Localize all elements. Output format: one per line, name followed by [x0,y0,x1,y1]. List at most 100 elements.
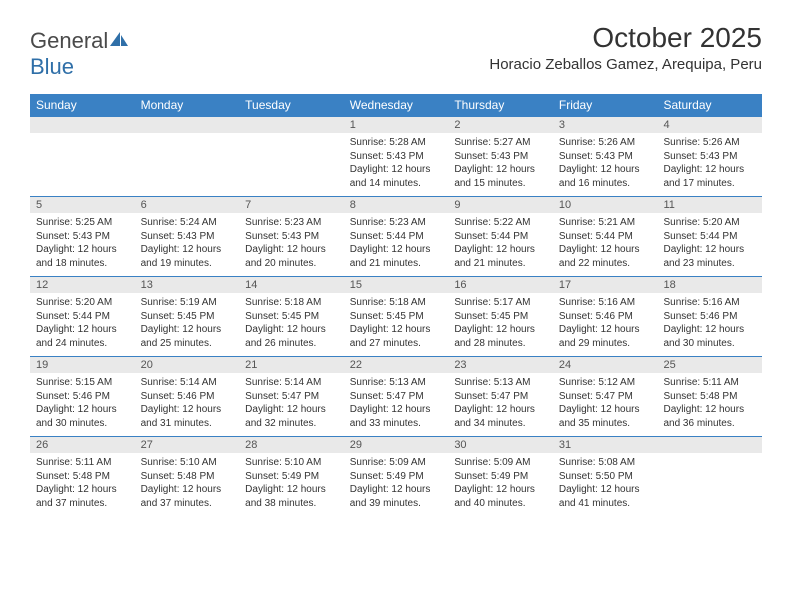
day-content: Sunrise: 5:26 AMSunset: 5:43 PMDaylight:… [657,133,762,196]
daynum-row: 262728293031 [30,436,762,453]
day-content: Sunrise: 5:09 AMSunset: 5:49 PMDaylight:… [344,453,449,516]
day-line: Daylight: 12 hours [350,483,443,497]
day-line: Sunrise: 5:16 AM [559,296,652,310]
weekday-header-row: Sunday Monday Tuesday Wednesday Thursday… [30,94,762,116]
day-number: 21 [239,357,344,373]
day-content: Sunrise: 5:23 AMSunset: 5:44 PMDaylight:… [344,213,449,276]
day-number: 25 [657,357,762,373]
day-line: Sunset: 5:44 PM [36,310,129,324]
day-line: Sunset: 5:44 PM [454,230,547,244]
day-line: Sunrise: 5:27 AM [454,136,547,150]
day-line: Sunrise: 5:24 AM [141,216,234,230]
day-line: and 32 minutes. [245,417,338,431]
weekday-header: Monday [135,94,240,116]
day-line: and 40 minutes. [454,497,547,511]
day-line: Daylight: 12 hours [559,403,652,417]
day-content: Sunrise: 5:11 AMSunset: 5:48 PMDaylight:… [657,373,762,436]
day-line: and 31 minutes. [141,417,234,431]
day-content: Sunrise: 5:18 AMSunset: 5:45 PMDaylight:… [344,293,449,356]
daynum-row: 19202122232425 [30,356,762,373]
day-line: Sunset: 5:43 PM [141,230,234,244]
day-line: Daylight: 12 hours [141,243,234,257]
day-line: and 30 minutes. [663,337,756,351]
day-line: Sunrise: 5:26 AM [663,136,756,150]
daynum-row: 567891011 [30,196,762,213]
day-content: Sunrise: 5:27 AMSunset: 5:43 PMDaylight:… [448,133,553,196]
day-line: and 38 minutes. [245,497,338,511]
day-line: Daylight: 12 hours [141,483,234,497]
day-line: Daylight: 12 hours [559,483,652,497]
day-line: Daylight: 12 hours [350,403,443,417]
day-line: Daylight: 12 hours [245,483,338,497]
logo: GeneralBlue [30,22,130,80]
day-number: 9 [448,197,553,213]
day-line: Daylight: 12 hours [559,163,652,177]
day-line: Daylight: 12 hours [559,243,652,257]
day-line: Daylight: 12 hours [350,323,443,337]
day-line: Daylight: 12 hours [245,403,338,417]
day-number: 19 [30,357,135,373]
day-line: Daylight: 12 hours [454,483,547,497]
day-line: and 23 minutes. [663,257,756,271]
page: GeneralBlue October 2025 Horacio Zeballo… [0,0,792,536]
day-line: Sunrise: 5:23 AM [245,216,338,230]
day-line: Sunset: 5:43 PM [350,150,443,164]
day-line: and 20 minutes. [245,257,338,271]
calendar: Sunday Monday Tuesday Wednesday Thursday… [30,94,762,516]
day-line: Sunrise: 5:10 AM [245,456,338,470]
day-line: Sunrise: 5:17 AM [454,296,547,310]
content-row: Sunrise: 5:15 AMSunset: 5:46 PMDaylight:… [30,373,762,436]
day-content: Sunrise: 5:19 AMSunset: 5:45 PMDaylight:… [135,293,240,356]
day-line: and 18 minutes. [36,257,129,271]
day-line: and 19 minutes. [141,257,234,271]
day-line: Daylight: 12 hours [36,403,129,417]
day-line: Daylight: 12 hours [36,323,129,337]
day-line: Sunrise: 5:25 AM [36,216,129,230]
day-content [239,133,344,196]
logo-blue: Blue [30,54,74,79]
day-line: Sunset: 5:45 PM [245,310,338,324]
day-content: Sunrise: 5:09 AMSunset: 5:49 PMDaylight:… [448,453,553,516]
day-line: Sunrise: 5:13 AM [454,376,547,390]
weekday-header: Saturday [657,94,762,116]
day-line: Sunrise: 5:11 AM [36,456,129,470]
day-line: Sunrise: 5:20 AM [663,216,756,230]
day-content: Sunrise: 5:18 AMSunset: 5:45 PMDaylight:… [239,293,344,356]
day-line: Sunset: 5:44 PM [350,230,443,244]
day-content: Sunrise: 5:14 AMSunset: 5:47 PMDaylight:… [239,373,344,436]
day-content: Sunrise: 5:20 AMSunset: 5:44 PMDaylight:… [657,213,762,276]
day-content: Sunrise: 5:10 AMSunset: 5:49 PMDaylight:… [239,453,344,516]
day-line: and 21 minutes. [350,257,443,271]
logo-text: GeneralBlue [30,28,130,80]
day-line: Daylight: 12 hours [559,323,652,337]
day-number: 26 [30,437,135,453]
day-number: 22 [344,357,449,373]
day-line: Sunset: 5:44 PM [559,230,652,244]
day-line: Sunrise: 5:18 AM [350,296,443,310]
day-line: and 36 minutes. [663,417,756,431]
logo-sail-icon [110,28,130,53]
day-line: Sunrise: 5:11 AM [663,376,756,390]
day-content: Sunrise: 5:16 AMSunset: 5:46 PMDaylight:… [553,293,658,356]
day-line: Sunrise: 5:09 AM [454,456,547,470]
day-number: 24 [553,357,658,373]
day-line: Sunrise: 5:22 AM [454,216,547,230]
day-number [135,117,240,133]
day-line: Sunset: 5:43 PM [454,150,547,164]
day-number: 8 [344,197,449,213]
day-line: Daylight: 12 hours [350,163,443,177]
day-line: Sunset: 5:46 PM [663,310,756,324]
day-number: 12 [30,277,135,293]
day-number: 28 [239,437,344,453]
day-line: Sunset: 5:48 PM [141,470,234,484]
day-line: Daylight: 12 hours [36,243,129,257]
day-number: 30 [448,437,553,453]
day-line: Sunrise: 5:10 AM [141,456,234,470]
day-line: Sunset: 5:43 PM [663,150,756,164]
day-line: Sunrise: 5:14 AM [141,376,234,390]
day-line: and 41 minutes. [559,497,652,511]
day-line: Sunset: 5:45 PM [141,310,234,324]
weekday-header: Thursday [448,94,553,116]
day-line: Sunrise: 5:13 AM [350,376,443,390]
day-line: Sunset: 5:47 PM [454,390,547,404]
